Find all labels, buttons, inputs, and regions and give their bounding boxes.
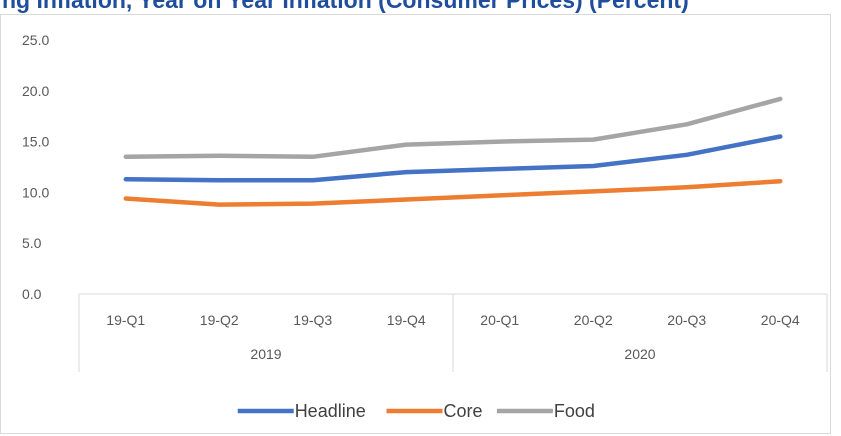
y-tick-label: 15.0: [22, 134, 49, 150]
x-tick-label: 19-Q2: [200, 312, 239, 328]
group-label: 2019: [250, 346, 281, 362]
chart-title-strip: ng Inflation, Year on Year Inflation (Co…: [0, 0, 841, 14]
y-tick-label: 20.0: [22, 83, 49, 99]
x-tick-label: 20-Q2: [574, 312, 613, 328]
series-layer: [123, 96, 783, 207]
legend-label-food: Food: [554, 401, 595, 421]
group-label: 2020: [624, 346, 655, 362]
x-tick-label: 19-Q3: [293, 312, 332, 328]
x-tick-label: 20-Q3: [667, 312, 706, 328]
series-line-food: [123, 96, 783, 160]
legend: Headline Core Food: [237, 401, 595, 421]
y-tick-label: 0.0: [22, 286, 42, 302]
chart-title: ng Inflation, Year on Year Inflation (Co…: [2, 0, 689, 13]
y-tick-label: 10.0: [22, 184, 49, 200]
x-tick-label: 20-Q1: [480, 312, 519, 328]
x-tick-label: 19-Q4: [387, 312, 426, 328]
legend-label-headline: Headline: [295, 401, 366, 421]
chart-area: [0, 14, 831, 434]
y-tick-label: 25.0: [22, 32, 49, 48]
legend-label-core: Core: [444, 401, 483, 421]
x-tick-label: 20-Q4: [761, 312, 800, 328]
series-line-headline: [123, 134, 783, 183]
x-tick-label: 19-Q1: [106, 312, 145, 328]
axis-layer: 0.0 5.0 10.0 15.0 20.0 25.0 19-Q1 19-Q2 19-Q3 19-…: [22, 32, 828, 372]
y-tick-label: 5.0: [22, 235, 42, 251]
series-line-core: [123, 178, 783, 207]
